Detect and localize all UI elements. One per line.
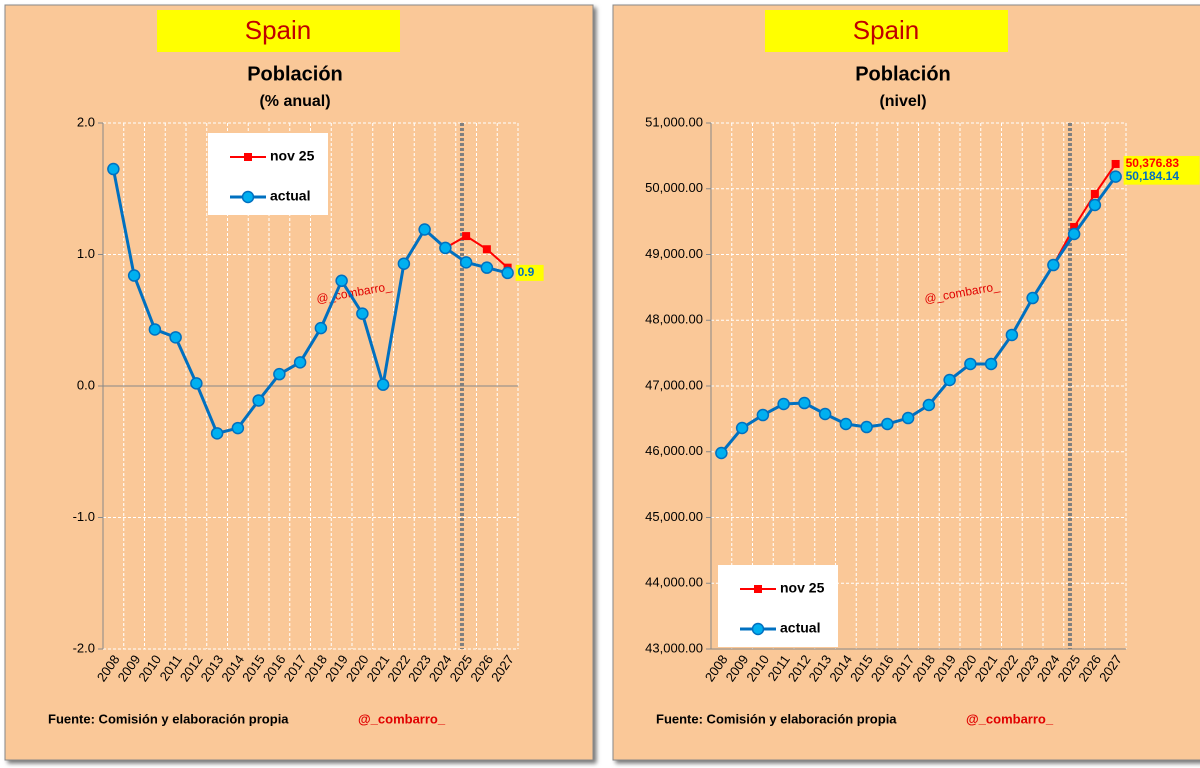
marker: [881, 417, 894, 431]
header-box: [157, 10, 400, 52]
legend-marker: [241, 190, 255, 204]
marker: [1005, 328, 1019, 342]
marker: [1067, 227, 1081, 241]
marker: [1026, 291, 1039, 305]
marker: [462, 232, 471, 241]
marker: [1111, 159, 1120, 168]
marker: [107, 162, 120, 176]
marker: [482, 245, 491, 254]
marker: [148, 323, 162, 336]
marker: [839, 417, 853, 431]
marker: [127, 269, 141, 282]
legend-label: nov 25: [780, 580, 825, 596]
legend-label: nov 25: [270, 148, 315, 164]
marker: [777, 397, 790, 411]
series-line: [1052, 163, 1117, 266]
y-tick-label: 46,000.00: [645, 443, 703, 458]
marker: [480, 261, 494, 274]
legend-marker: [754, 585, 762, 593]
marker: [439, 241, 452, 255]
y-tick-label: 45,000.00: [645, 509, 703, 524]
y-tick-label: 48,000.00: [645, 312, 703, 327]
chart-title: Población: [247, 63, 343, 85]
marker: [293, 356, 307, 369]
marker: [190, 377, 203, 390]
marker: [984, 357, 998, 371]
y-tick-label: -2.0: [73, 640, 95, 655]
value-label: 0.9: [518, 265, 535, 279]
y-tick-label: -1.0: [73, 509, 95, 524]
chart-subtitle: (% anual): [259, 93, 330, 110]
marker: [169, 331, 182, 344]
marker: [798, 396, 811, 410]
legend-box: [208, 133, 328, 215]
legend-marker: [244, 153, 252, 161]
marker: [210, 427, 224, 440]
y-tick-label: 47,000.00: [645, 377, 703, 392]
marker: [964, 357, 977, 371]
y-tick-label: 50,000.00: [645, 180, 703, 195]
marker: [818, 407, 832, 421]
value-label-box: [1123, 155, 1200, 172]
marker: [1109, 170, 1122, 183]
marker: [418, 223, 431, 236]
marker: [715, 446, 728, 460]
marker: [501, 266, 514, 280]
marker: [252, 394, 265, 407]
marker: [1088, 198, 1102, 212]
marker: [273, 367, 286, 381]
y-tick-label: 49,000.00: [645, 246, 703, 261]
marker: [376, 378, 390, 391]
marker: [756, 408, 770, 422]
y-tick-label: 1.0: [77, 246, 95, 261]
value-label: 50,376.83: [1126, 156, 1180, 170]
marker: [922, 398, 936, 412]
marker: [943, 373, 956, 387]
legend-marker: [751, 622, 765, 636]
marker: [231, 421, 245, 435]
legend-box: [718, 565, 838, 647]
credit: @_combarro_: [358, 711, 446, 726]
y-tick-label: 43,000.00: [645, 640, 703, 655]
marker: [1070, 223, 1079, 232]
value-label-box: [1123, 168, 1200, 185]
source: Fuente: Comisión y elaboración propia: [48, 711, 289, 726]
credit: @_combarro_: [966, 711, 1054, 726]
marker: [397, 257, 411, 270]
y-tick-label: 0.0: [77, 377, 95, 392]
marker: [1090, 190, 1099, 199]
marker: [356, 307, 369, 320]
y-tick-label: 2.0: [77, 114, 95, 129]
y-tick-label: 44,000.00: [645, 575, 703, 590]
header: Spain: [853, 15, 920, 45]
value-label: 50,184.14: [1126, 169, 1180, 183]
y-tick-label: 51,000.00: [645, 114, 703, 129]
marker: [459, 256, 473, 269]
marker: [901, 411, 915, 425]
series-line: [444, 234, 509, 269]
header-box: [765, 10, 1008, 52]
value-label-box: [515, 264, 544, 281]
chart-title: Población: [855, 63, 951, 85]
marker: [860, 420, 873, 434]
source: Fuente: Comisión y elaboración propia: [656, 711, 897, 726]
marker: [1047, 258, 1060, 272]
chart-subtitle: (nivel): [879, 93, 926, 110]
marker: [735, 421, 749, 435]
header: Spain: [245, 15, 312, 45]
marker: [314, 321, 328, 335]
legend-label: actual: [270, 188, 310, 204]
marker: [335, 274, 348, 288]
legend-label: actual: [780, 620, 820, 636]
